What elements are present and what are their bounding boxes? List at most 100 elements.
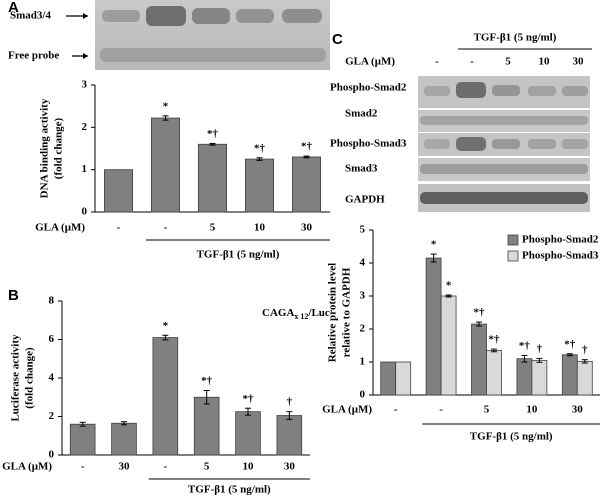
y-tick-label: 0 bbox=[49, 449, 55, 461]
arrow-head bbox=[83, 53, 88, 59]
bar bbox=[111, 422, 137, 456]
inset-subscript: x 12 bbox=[294, 312, 308, 321]
row-label: GLA (μM) bbox=[35, 222, 85, 234]
x-tick-label: 10 bbox=[243, 461, 255, 473]
blot-label: Free probe bbox=[8, 50, 59, 62]
y-tick-label: 4 bbox=[49, 372, 55, 384]
annotation: *† bbox=[201, 375, 213, 387]
bar bbox=[531, 359, 548, 396]
row-label: GLA (μM) bbox=[322, 404, 372, 416]
x-tick-label: - bbox=[163, 461, 167, 473]
x-tick-label: 30 bbox=[572, 404, 584, 416]
x-tick-label: - bbox=[81, 461, 85, 473]
bar bbox=[152, 337, 179, 456]
header-category: - bbox=[435, 56, 439, 68]
header-group-label: TGF-β1 (5 ng/ml) bbox=[474, 32, 557, 44]
annotation: † bbox=[582, 344, 588, 356]
annotation: *† bbox=[207, 128, 219, 140]
blot-label: Phospho-Smad3 bbox=[330, 138, 407, 150]
annotation: *† bbox=[488, 334, 500, 346]
blot-label: Smad2 bbox=[345, 108, 378, 120]
y-tick-label: 2 bbox=[360, 323, 366, 335]
bar bbox=[150, 117, 180, 213]
annotation: † bbox=[537, 343, 543, 355]
y-tick-label: 1 bbox=[82, 163, 88, 175]
bar bbox=[193, 396, 220, 456]
bar bbox=[291, 156, 321, 213]
y-tick-label: 3 bbox=[360, 290, 366, 302]
annotation: *† bbox=[243, 393, 255, 405]
legend-label: Phospho-Smad2 bbox=[522, 234, 599, 246]
panel-letter: C bbox=[332, 31, 343, 48]
x-tick-label: 5 bbox=[204, 461, 210, 473]
annotation: *† bbox=[301, 141, 313, 153]
bar bbox=[104, 169, 134, 213]
panel-letter: B bbox=[8, 287, 19, 304]
inset-text: CAGA bbox=[262, 307, 294, 319]
x-tick-label: 10 bbox=[526, 404, 538, 416]
annotation: * bbox=[446, 280, 452, 292]
annotation: *† bbox=[254, 142, 266, 154]
y-tick-label: 2 bbox=[82, 121, 88, 133]
bar bbox=[244, 158, 274, 213]
x-tick-label: 5 bbox=[210, 222, 216, 234]
y-tick-label: 2 bbox=[49, 410, 55, 422]
bar bbox=[471, 323, 487, 396]
bar bbox=[235, 411, 261, 456]
bar bbox=[69, 423, 96, 456]
bar bbox=[486, 350, 502, 396]
inset-suffix: /Luc bbox=[307, 307, 330, 319]
x-tick-label: 30 bbox=[284, 461, 296, 473]
blot-label: Smad3 bbox=[345, 163, 378, 175]
annotation: † bbox=[287, 396, 293, 408]
x-tick-label: 5 bbox=[484, 404, 490, 416]
y-axis-label: (fold change) bbox=[24, 347, 36, 409]
annotation: * bbox=[163, 320, 169, 332]
blot-label: Smad3/4 bbox=[10, 10, 51, 22]
bar bbox=[276, 415, 303, 456]
x-tick-label: - bbox=[164, 222, 168, 234]
x-tick-label: - bbox=[117, 222, 121, 234]
inset-label: CAGAx 12/Luc bbox=[262, 307, 330, 321]
blot-label: GAPDH bbox=[345, 194, 385, 206]
legend-label: Phospho-Smad3 bbox=[522, 250, 599, 262]
panel-letter: A bbox=[8, 0, 19, 16]
bar bbox=[561, 354, 578, 396]
blot-label: Phospho-Smad2 bbox=[330, 82, 407, 94]
header-category: - bbox=[470, 56, 474, 68]
y-tick-label: 1 bbox=[360, 356, 366, 368]
row-label: GLA (μM) bbox=[2, 461, 52, 473]
x-tick-label: 30 bbox=[301, 222, 313, 234]
bar bbox=[440, 295, 457, 396]
x-tick-label: - bbox=[394, 404, 398, 416]
y-tick-label: 0 bbox=[360, 389, 366, 401]
group-label: TGF-β1 (5 ng/ml) bbox=[197, 249, 280, 261]
header-category: 5 bbox=[505, 56, 511, 68]
annotation: *† bbox=[474, 307, 486, 319]
y-tick-label: 3 bbox=[82, 79, 88, 91]
y-axis-label: DNA binding activity bbox=[39, 98, 51, 198]
y-axis-label: relative to GAPDH bbox=[341, 267, 353, 357]
annotation: *† bbox=[564, 338, 576, 350]
header-row-label: GLA (μM) bbox=[345, 56, 395, 68]
y-axis-label: (fold change) bbox=[53, 117, 65, 179]
annotation: * bbox=[163, 100, 169, 112]
bar bbox=[516, 358, 533, 396]
y-tick-label: 5 bbox=[360, 224, 366, 236]
blot-c bbox=[418, 76, 590, 212]
annotation: * bbox=[431, 239, 437, 251]
x-tick-label: 30 bbox=[119, 461, 131, 473]
blot-a bbox=[95, 0, 330, 70]
y-axis-label: Luciferase activity bbox=[10, 334, 22, 422]
y-tick-label: 4 bbox=[360, 257, 366, 269]
x-tick-label: - bbox=[439, 404, 443, 416]
header-category: 30 bbox=[573, 56, 585, 68]
header-category: 10 bbox=[539, 56, 551, 68]
group-label: TGF-β1 (5 ng/ml) bbox=[188, 484, 271, 496]
arrow-head bbox=[83, 13, 88, 19]
y-tick-label: 0 bbox=[82, 206, 88, 218]
y-tick-label: 8 bbox=[49, 295, 55, 307]
bar bbox=[395, 361, 412, 396]
x-tick-label: 10 bbox=[254, 222, 266, 234]
